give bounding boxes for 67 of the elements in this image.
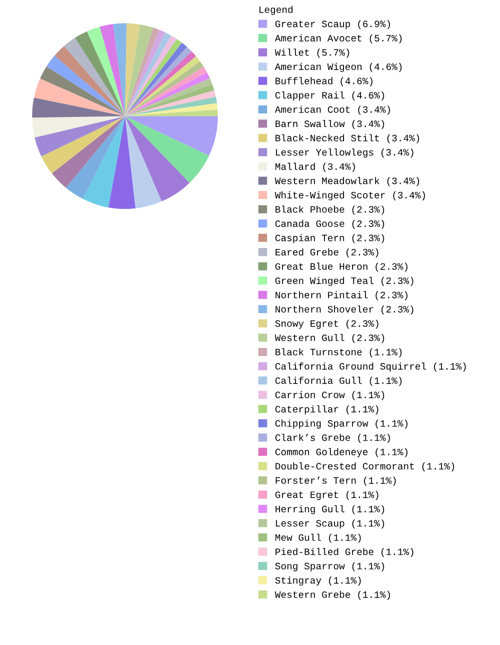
pie-slice bbox=[125, 84, 214, 116]
legend-label: Herring Gull (1.1%) bbox=[276, 505, 384, 514]
pie-slice bbox=[108, 116, 136, 209]
legend-label: Mallard (3.4%) bbox=[275, 162, 355, 172]
legend-label: Willet (5.7%) bbox=[274, 48, 350, 58]
legend-label: American Wigeon (4.6%) bbox=[274, 62, 402, 72]
legend-label: Lesser Scaup (1.1%) bbox=[276, 519, 384, 529]
legend-label: Bufflehead (4.6%) bbox=[276, 77, 372, 86]
legend-label: California Ground Squirrel (1.1%) bbox=[275, 362, 466, 372]
legend-label: Stingray (1.1%) bbox=[275, 576, 361, 586]
legend-label: Great Egret (1.1%) bbox=[275, 490, 378, 500]
pie-slice bbox=[125, 30, 166, 116]
pie-slice bbox=[54, 46, 125, 116]
legend-label: Black Turnstone (1.1%) bbox=[276, 348, 402, 358]
pie-slice bbox=[40, 66, 125, 116]
pie-slice bbox=[125, 116, 218, 156]
legend-label: Caterpillar (1.1%) bbox=[275, 405, 378, 414]
legend-label: Carrion Crow (1.1%) bbox=[275, 391, 384, 400]
legend-label: Great Blue Heron (2.3%) bbox=[275, 262, 408, 272]
legend-label: Common Goldeneye (1.1%) bbox=[275, 448, 408, 458]
legend-label: Canada Goose (2.3%) bbox=[275, 220, 384, 229]
pie-slice bbox=[125, 116, 162, 208]
legend-label: American Coot (3.4%) bbox=[274, 106, 390, 115]
legend-label: Barn Swallow (3.4%) bbox=[276, 120, 384, 130]
legend-label: Northern Shoveler (2.3%) bbox=[276, 305, 414, 315]
legend-label: Forster’s Tern (1.1%) bbox=[276, 476, 396, 486]
legend-label: Black-Necked Stilt (3.4%) bbox=[276, 134, 420, 144]
legend-label: Caspian Tern (2.3%) bbox=[275, 234, 384, 244]
pie-slice bbox=[125, 28, 160, 116]
legend-title: Legend bbox=[259, 6, 292, 15]
pie-slice bbox=[82, 116, 125, 208]
pie-slice bbox=[125, 116, 190, 202]
pie-slice bbox=[34, 78, 125, 116]
pie-slice bbox=[52, 116, 125, 188]
pie-slice bbox=[32, 116, 125, 138]
pie-slice bbox=[125, 90, 216, 116]
legend-label: California Gull (1.1%) bbox=[275, 376, 402, 386]
legend-label: White-Winged Scoter (3.4%) bbox=[274, 191, 425, 200]
legend-label: Western Grebe (1.1%) bbox=[274, 590, 390, 600]
pie-slice bbox=[41, 116, 125, 174]
legend-label: Western Gull (2.3%) bbox=[274, 334, 384, 344]
legend-label: Snowy Egret (2.3%) bbox=[275, 320, 378, 329]
pie-slice bbox=[64, 38, 125, 116]
legend-label: Black Phoebe (2.3%) bbox=[276, 206, 384, 215]
pie-slice bbox=[125, 116, 210, 183]
legend-label: Northern Pintail (2.3%) bbox=[276, 291, 408, 300]
pie-slice bbox=[100, 24, 125, 116]
pie-slice bbox=[32, 98, 125, 118]
legend-label: Pied-Billed Grebe (1.1%) bbox=[276, 548, 414, 558]
legend-label: Green Winged Teal (2.3%) bbox=[275, 276, 414, 286]
pie-slice bbox=[75, 31, 125, 116]
legend-label: Greater Scaup (6.9%) bbox=[275, 20, 390, 30]
pie-slice bbox=[125, 96, 217, 116]
pie-slice bbox=[125, 103, 218, 116]
legend-label: Double-Crested Cormorant (1.1%) bbox=[276, 462, 454, 472]
pie-slice bbox=[34, 116, 125, 156]
legend-label: American Avocet (5.7%) bbox=[274, 34, 402, 44]
pie-slice bbox=[86, 26, 125, 116]
legend-label: Song Sparrow (1.1%) bbox=[275, 562, 384, 572]
legend-label: Chipping Sparrow (1.1%) bbox=[275, 420, 408, 429]
legend-label: Clapper Rail (4.6%) bbox=[275, 91, 384, 100]
legend-label: Western Meadowlark (3.4%) bbox=[274, 177, 420, 186]
legend-label: Lesser Yellowlegs (3.4%) bbox=[276, 148, 414, 158]
legend-label: Mew Gull (1.1%) bbox=[275, 534, 361, 543]
legend-label: Clark’s Grebe (1.1%) bbox=[275, 434, 390, 443]
pie-slice bbox=[66, 116, 125, 199]
legend-label: Eared Grebe (2.3%) bbox=[276, 248, 378, 258]
